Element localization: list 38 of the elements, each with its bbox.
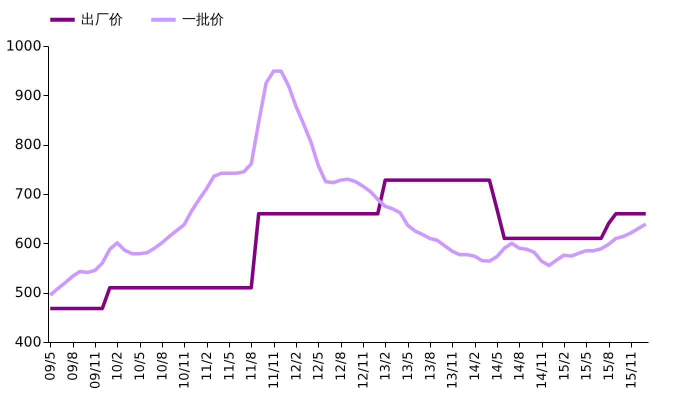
x-tick-label: 12/2: [289, 352, 304, 381]
x-tick-label: 11/5: [222, 352, 238, 381]
x-tick-label: 13/2: [378, 352, 394, 381]
y-tick-label: 500: [14, 285, 42, 302]
x-tick-label: 13/8: [423, 352, 438, 381]
x-tick-label: 13/11: [446, 352, 461, 389]
y-tick-label: 600: [14, 236, 42, 252]
x-tick-label: 12/5: [312, 352, 327, 381]
x-tick-label: 12/11: [356, 352, 372, 389]
legend-label: 出厂价: [81, 12, 123, 28]
x-tick-label: 12/8: [334, 352, 350, 381]
x-tick-label: 09/11: [88, 352, 104, 389]
x-tick-label: 11/8: [244, 352, 260, 381]
x-tick-label: 10/11: [178, 352, 193, 389]
y-tick-label: 400: [14, 334, 42, 350]
line-series: [48, 178, 648, 310]
x-tick-label: 10/2: [110, 352, 126, 381]
x-tick-label: 15/2: [557, 352, 572, 381]
legend-label: 一批价: [182, 12, 224, 28]
y-tick-label: 800: [14, 137, 42, 154]
x-tick-label: 13/5: [401, 352, 416, 381]
x-tick-label: 10/5: [133, 352, 148, 381]
x-tick-label: 15/8: [602, 352, 618, 381]
x-tick-label: 14/2: [468, 352, 484, 381]
line-series: [48, 69, 648, 297]
x-tick-label: 09/5: [44, 352, 59, 381]
y-tick-label: 1000: [6, 38, 42, 54]
x-tick-label: 15/5: [580, 352, 595, 381]
x-tick-label: 09/8: [66, 352, 82, 381]
y-tick-label: 700: [14, 186, 42, 202]
x-tick-label: 10/8: [155, 352, 170, 381]
x-tick-label: 15/11: [624, 352, 640, 389]
x-tick-label: 11/2: [200, 352, 216, 381]
x-tick-label: 14/11: [535, 352, 550, 389]
x-tick-label: 14/5: [490, 352, 506, 381]
x-tick-label: 11/11: [267, 352, 282, 389]
y-tick-label: 900: [14, 88, 42, 104]
x-tick-label: 14/8: [512, 352, 528, 381]
